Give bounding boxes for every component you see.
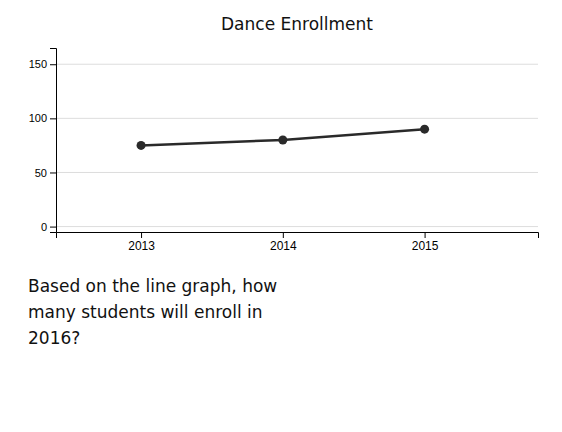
x-tick-label: 2013 bbox=[128, 239, 155, 253]
x-tick: 2014 bbox=[270, 232, 297, 253]
title: Dance Enrollment bbox=[221, 14, 373, 34]
y-tick: 100 bbox=[29, 112, 56, 124]
marks bbox=[137, 125, 430, 150]
x-axis-line bbox=[57, 233, 539, 239]
point bbox=[420, 125, 429, 134]
chart: Dance Enrollment 2013 2014 2015 0 50 100 150 Bas… bbox=[0, 0, 562, 432]
y-tick-label: 150 bbox=[29, 58, 47, 70]
annotation: Based on the line graph, how many student… bbox=[28, 276, 277, 348]
y-tick-mark bbox=[50, 118, 56, 119]
y-axis-line bbox=[50, 49, 57, 233]
grid-line bbox=[56, 64, 538, 65]
point bbox=[278, 136, 287, 145]
x-axis: 2013 2014 2015 bbox=[57, 232, 539, 253]
grid-line bbox=[56, 118, 538, 119]
grid bbox=[56, 64, 538, 226]
y-tick-mark bbox=[50, 64, 56, 65]
x-tick-mark bbox=[283, 232, 284, 238]
x-tick-label: 2014 bbox=[270, 239, 297, 253]
x-tick: 2015 bbox=[412, 232, 439, 253]
annotation-line: many students will enroll in bbox=[28, 302, 263, 322]
y-tick: 0 bbox=[41, 221, 56, 233]
grid-line bbox=[56, 226, 538, 227]
point bbox=[137, 141, 146, 150]
x-tick-label: 2015 bbox=[412, 239, 439, 253]
y-tick: 150 bbox=[29, 58, 56, 70]
line bbox=[141, 129, 425, 145]
annotation-line: Based on the line graph, how bbox=[28, 276, 277, 296]
y-tick-label: 50 bbox=[35, 166, 47, 178]
x-tick-mark bbox=[141, 232, 142, 238]
y-tick-mark bbox=[50, 172, 56, 173]
y-axis: 0 50 100 150 bbox=[29, 49, 57, 233]
y-tick-label: 0 bbox=[41, 221, 47, 233]
x-tick: 2013 bbox=[128, 232, 155, 253]
annotation-line: 2016? bbox=[28, 328, 80, 348]
y-tick-mark bbox=[50, 227, 56, 228]
x-tick-mark bbox=[425, 232, 426, 238]
grid-line bbox=[56, 172, 538, 173]
y-tick: 50 bbox=[35, 166, 56, 178]
y-tick-label: 100 bbox=[29, 112, 47, 124]
